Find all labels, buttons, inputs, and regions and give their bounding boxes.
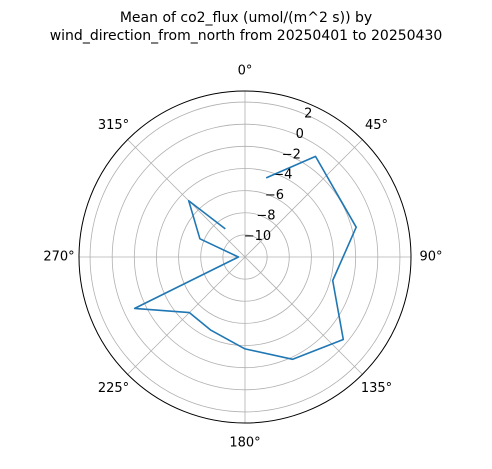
angle-tick-label-315: 315° [98,118,129,133]
chart-title-line-1: Mean of co2_flux (umol/(m^2 s)) by [119,10,373,26]
angle-tick-label-135: 135° [361,381,392,396]
angular-grid-line-135 [244,256,363,375]
series-line-0 [133,155,358,361]
radial-tick-label-6: 2 [304,106,312,121]
chart-title-line-2: wind_direction_from_north from 20250401 … [49,28,443,44]
radial-tick-label-5: 0 [296,127,304,142]
angle-tick-label-0: 0° [238,64,253,79]
angle-tick-label-225: 225° [98,381,129,396]
angle-tick-label-180: 180° [229,436,260,451]
angle-tick-label-90: 90° [419,250,442,265]
radial-tick-label-1: −8 [256,209,275,224]
angular-grid-line-225 [127,256,246,375]
angle-tick-label-270: 270° [43,250,74,265]
polar-frame [78,90,412,424]
angle-tick-label-45: 45° [365,118,388,133]
radial-tick-label-4: −2 [282,147,301,162]
angular-grid-line-45 [244,139,363,258]
radial-tick-label-3: −4 [273,168,292,183]
radial-tick-label-2: −6 [265,188,284,203]
radial-tick-label-0: −10 [244,229,271,244]
angular-grid-line-315 [127,139,246,258]
